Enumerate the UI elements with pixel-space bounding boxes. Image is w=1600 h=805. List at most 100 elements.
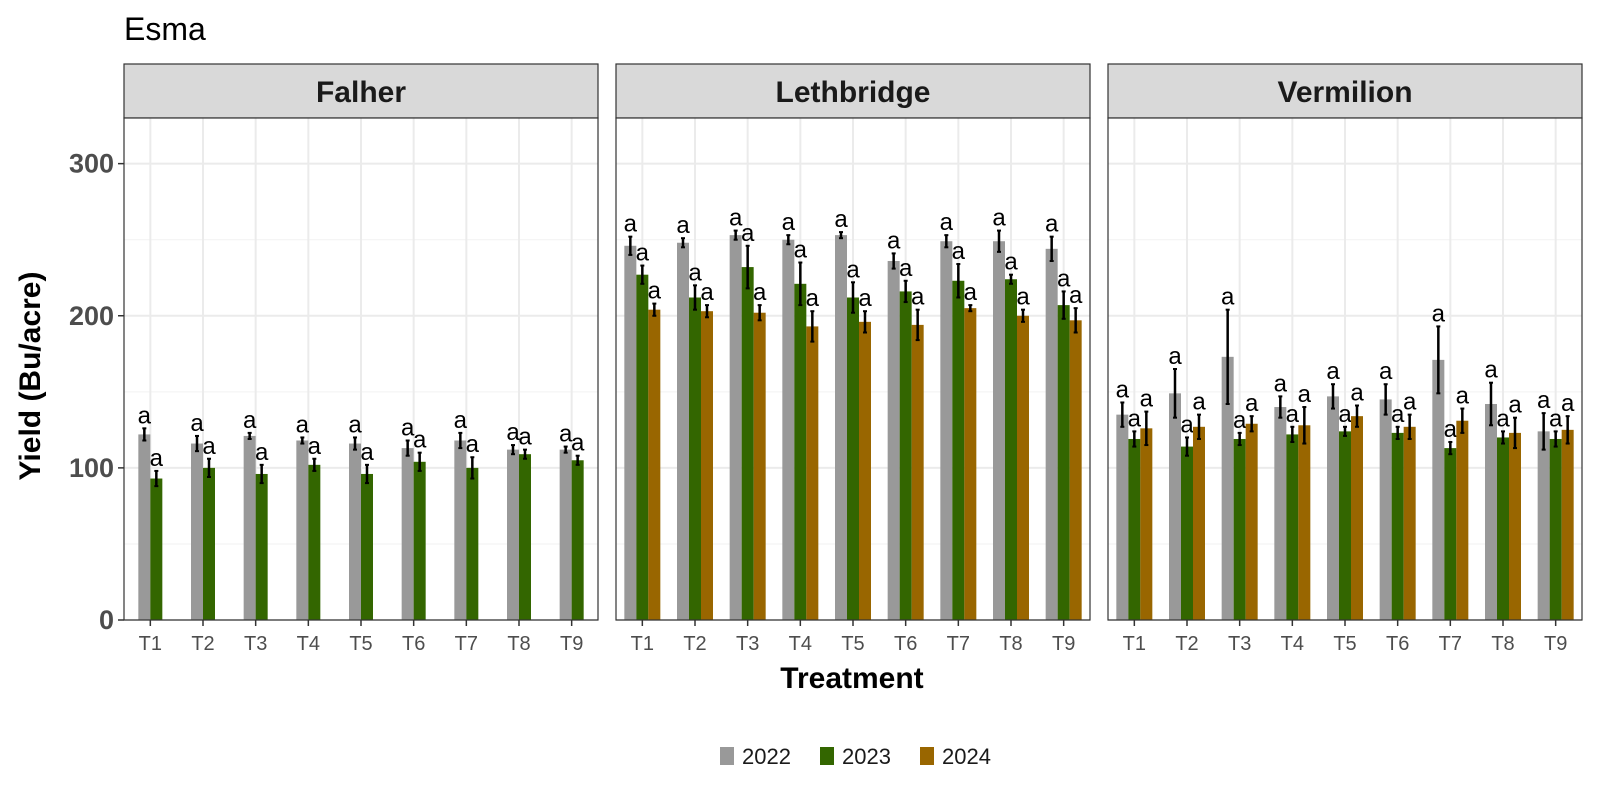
significance-letter: a <box>753 279 767 306</box>
x-tick-label: T6 <box>894 633 917 655</box>
significance-letter: a <box>1403 389 1417 416</box>
significance-letter: a <box>308 433 322 460</box>
significance-letter: a <box>1444 416 1458 443</box>
y-tick-label: 300 <box>69 149 114 179</box>
chart-title: Esma <box>124 11 206 47</box>
significance-letter: a <box>688 259 702 286</box>
bar-2022-T7 <box>1432 359 1445 620</box>
significance-letter: a <box>1432 300 1446 327</box>
bar-2024-T2 <box>1193 426 1205 620</box>
x-tick-label: T9 <box>1544 633 1567 655</box>
bar-2022-T7 <box>940 241 953 620</box>
x-tick-label: T7 <box>947 633 970 655</box>
bar-2023-T6 <box>1391 432 1404 620</box>
significance-letter: a <box>624 211 638 238</box>
significance-letter: a <box>466 431 480 458</box>
legend-swatch <box>720 747 734 765</box>
significance-letter: a <box>243 407 257 434</box>
bar-2022-T7 <box>454 440 467 620</box>
x-tick-label: T4 <box>1281 633 1304 655</box>
significance-letter: a <box>648 278 662 305</box>
significance-letter: a <box>1116 376 1130 403</box>
significance-letter: a <box>700 279 714 306</box>
significance-letter: a <box>1274 370 1288 397</box>
significance-letter: a <box>1192 389 1206 416</box>
legend-item-2023: 2023 <box>820 744 891 769</box>
significance-letter: a <box>887 227 901 254</box>
bar-2023-T2 <box>203 467 215 620</box>
significance-letter: a <box>1128 405 1142 432</box>
bar-2023-T6 <box>413 461 426 620</box>
significance-letter: a <box>1508 392 1522 419</box>
significance-letter: a <box>899 255 913 282</box>
significance-letter: a <box>940 209 954 236</box>
facet-strip-label: Lethbridge <box>776 76 931 109</box>
bar-2022-T3 <box>729 235 742 620</box>
y-tick-label: 0 <box>99 605 114 635</box>
facet-strip <box>1107 63 1583 119</box>
significance-letter: a <box>1338 401 1352 428</box>
significance-letter: a <box>1140 386 1154 413</box>
x-tick-label: T9 <box>1052 633 1075 655</box>
significance-letter: a <box>190 410 204 437</box>
bar-2024-T8 <box>1017 315 1029 620</box>
significance-letter: a <box>1286 401 1300 428</box>
legend: 2022 2023 2024 <box>720 744 991 769</box>
bar-2022-T3 <box>1221 356 1234 620</box>
significance-letter: a <box>202 433 216 460</box>
x-tick-label: T2 <box>683 633 706 655</box>
bar-2022-T1 <box>138 434 151 620</box>
significance-letter: a <box>794 237 808 264</box>
x-tick-label: T5 <box>841 633 864 655</box>
bar-2022-T6 <box>401 448 414 620</box>
x-tick-label: T3 <box>736 633 759 655</box>
significance-letter: a <box>571 430 585 457</box>
bar-2023-T1 <box>636 274 649 620</box>
bar-2022-T2 <box>1169 393 1181 620</box>
bar-2024-T6 <box>1403 426 1416 620</box>
legend-swatch <box>920 747 934 765</box>
bar-2023-T2 <box>1181 446 1193 620</box>
bar-2024-T5 <box>1351 416 1363 620</box>
significance-letter: a <box>1057 265 1071 292</box>
bar-2022-T9 <box>559 449 572 620</box>
bar-2023-T7 <box>952 280 965 620</box>
legend-item-2024: 2024 <box>920 744 991 769</box>
significance-letter: a <box>1180 411 1194 438</box>
x-tick-label: T7 <box>455 633 478 655</box>
bar-2023-T2 <box>689 297 701 620</box>
significance-letter: a <box>992 205 1006 232</box>
bar-2023-T1 <box>1128 438 1141 620</box>
significance-letter: a <box>1561 390 1575 417</box>
x-tick-label: T6 <box>1386 633 1409 655</box>
bar-2022-T6 <box>887 260 900 620</box>
significance-letter: a <box>1233 407 1247 434</box>
x-tick-label: T1 <box>1123 633 1146 655</box>
bar-2022-T1 <box>1116 414 1129 620</box>
bar-2024-T7 <box>964 308 977 620</box>
bar-2022-T2 <box>191 443 203 620</box>
x-tick-label: T8 <box>507 633 530 655</box>
significance-letter: a <box>413 427 427 454</box>
facet-strip <box>123 63 599 119</box>
significance-letter: a <box>1379 358 1393 385</box>
significance-letter: a <box>729 205 743 232</box>
bar-2022-T8 <box>1485 403 1497 620</box>
bar-2022-T5 <box>1327 396 1339 620</box>
significance-letter: a <box>1069 282 1083 309</box>
bar-2023-T9 <box>571 460 584 620</box>
bar-2024-T2 <box>701 311 713 620</box>
significance-letter: a <box>1456 383 1470 410</box>
facet-strip-label: Vermilion <box>1277 76 1412 109</box>
bar-2024-T4 <box>806 326 819 620</box>
bar-2023-T9 <box>1057 305 1070 620</box>
bar-2023-T4 <box>1286 434 1299 620</box>
bar-2023-T8 <box>519 454 531 620</box>
significance-letter: a <box>846 256 860 283</box>
significance-letter: a <box>1549 405 1563 432</box>
significance-letter: a <box>1045 211 1059 238</box>
